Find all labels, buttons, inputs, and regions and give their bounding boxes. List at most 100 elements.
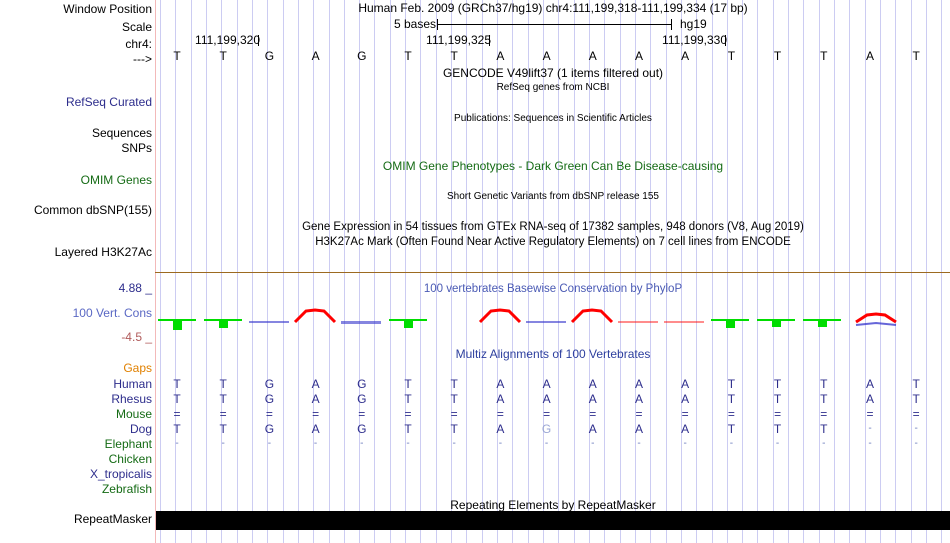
alignment-base-elephant: - xyxy=(406,438,410,449)
label-species-rhesus[interactable]: Rhesus xyxy=(111,392,152,406)
conservation-mark xyxy=(154,300,200,342)
label-common-dbsnp[interactable]: Common dbSNP(155) xyxy=(33,203,152,217)
gridline xyxy=(712,0,713,543)
gridline xyxy=(849,0,850,543)
alignment-base-rhesus: G xyxy=(357,392,367,406)
alignment-base-dog: G xyxy=(357,422,367,436)
label-chrom: chr4: xyxy=(125,37,152,51)
label-layered-h3k27ac[interactable]: Layered H3K27Ac xyxy=(54,245,152,259)
alignment-base-rhesus: T xyxy=(912,392,920,406)
gridline xyxy=(574,0,575,543)
alignment-base-rhesus: T xyxy=(404,392,412,406)
conservation-mark xyxy=(292,300,338,342)
conservation-flat-positive xyxy=(618,321,658,323)
alignment-base-elephant: - xyxy=(221,438,225,449)
gridline xyxy=(283,0,284,543)
label-refseq-curated[interactable]: RefSeq Curated xyxy=(65,95,152,109)
reference-base: T xyxy=(219,49,227,63)
track-title-gencode: GENCODE V49lift37 (1 items filtered out) xyxy=(442,66,664,80)
alignment-base-rhesus: A xyxy=(588,392,597,406)
alignment-base-elephant: - xyxy=(775,438,780,449)
scale-bar-cap-right xyxy=(671,19,672,30)
conservation-flat-neutral xyxy=(526,321,566,323)
alignment-base-elephant: - xyxy=(267,438,272,449)
label-species-human[interactable]: Human xyxy=(113,377,152,391)
label-repeatmasker[interactable]: RepeatMasker xyxy=(73,512,152,526)
label-species-mouse[interactable]: Mouse xyxy=(115,407,152,421)
alignment-base-dog: G xyxy=(264,422,275,436)
label-100-vert-cons[interactable]: 100 Vert. Cons xyxy=(72,306,152,320)
conservation-mark xyxy=(707,300,753,342)
alignment-row-elephant: ----------------- xyxy=(156,437,950,451)
gridline xyxy=(757,0,758,543)
alignment-base-mouse: = xyxy=(589,407,597,421)
alignment-base-mouse: = xyxy=(820,407,828,421)
label-species-chicken[interactable]: Chicken xyxy=(108,452,152,466)
alignment-base-human: A xyxy=(681,377,690,391)
conservation-peak-shape xyxy=(855,312,897,326)
alignment-base-rhesus: G xyxy=(264,392,275,406)
alignment-base-elephant: - xyxy=(868,438,872,449)
gridline xyxy=(696,0,697,543)
gridline xyxy=(788,0,789,543)
gridline xyxy=(558,0,559,543)
alignment-base-dog: T xyxy=(219,422,227,436)
label-sequences[interactable]: Sequences xyxy=(91,126,152,140)
conservation-peak-shape xyxy=(478,308,522,324)
reference-base: T xyxy=(450,49,458,63)
gridline xyxy=(773,0,774,543)
alignment-base-elephant: - xyxy=(914,438,918,449)
alignment-base-human: A xyxy=(865,377,874,391)
gridline xyxy=(926,0,927,543)
gridline xyxy=(313,0,314,543)
track-title-repeatmasker: Repeating Elements by RepeatMasker xyxy=(450,498,656,512)
gridline xyxy=(742,0,743,543)
reference-base: G xyxy=(357,49,367,63)
alignment-base-human: T xyxy=(912,377,920,391)
conservation-bar-negative xyxy=(173,319,182,330)
alignment-base-elephant: - xyxy=(729,438,734,449)
label-species-zebrafish[interactable]: Zebrafish xyxy=(101,482,152,496)
conservation-mark xyxy=(753,300,799,342)
ruler-tick xyxy=(725,35,726,46)
alignment-base-elephant: - xyxy=(544,438,549,449)
repeatmasker-feature-bar[interactable] xyxy=(156,511,950,530)
alignment-base-mouse: = xyxy=(635,407,643,421)
conservation-mark xyxy=(200,300,246,342)
coordinate-ruler: 111,199,320 111,199,325 111,199,330 xyxy=(156,34,950,50)
conservation-mark xyxy=(385,300,431,342)
gridline xyxy=(451,0,452,543)
track-data-area: Human Feb. 2009 (GRCh37/hg19) chr4:111,1… xyxy=(154,0,950,543)
reference-base: G xyxy=(264,49,275,63)
alignment-base-human: A xyxy=(496,377,505,391)
conservation-mark xyxy=(431,300,477,342)
gridline xyxy=(221,0,222,543)
label-omim-genes[interactable]: OMIM Genes xyxy=(80,173,152,187)
label-gaps[interactable]: Gaps xyxy=(123,361,152,375)
alignment-base-rhesus: A xyxy=(634,392,643,406)
reference-base: A xyxy=(311,49,320,63)
conservation-mark xyxy=(338,300,384,342)
alignment-base-rhesus: T xyxy=(173,392,181,406)
gridline xyxy=(666,0,667,543)
gridline xyxy=(344,0,345,543)
label-species-dog[interactable]: Dog xyxy=(129,422,152,436)
gridline xyxy=(420,0,421,543)
gridline xyxy=(589,0,590,543)
label-species-x-tropicalis[interactable]: X_tropicalis xyxy=(89,467,152,481)
label-strand: ---> xyxy=(133,52,152,66)
alignment-base-human: G xyxy=(264,377,275,391)
gridline xyxy=(911,0,912,543)
alignment-base-rhesus: T xyxy=(773,392,782,406)
label-species-elephant[interactable]: Elephant xyxy=(104,437,152,451)
alignment-base-dog: G xyxy=(541,422,552,436)
alignment-base-elephant: - xyxy=(637,438,641,449)
reference-base: T xyxy=(727,49,736,63)
label-snps[interactable]: SNPs xyxy=(121,141,152,155)
conservation-mark xyxy=(799,300,845,342)
ruler-coordinate-label: 111,199,320 xyxy=(195,33,260,47)
track-title-refseq: RefSeq genes from NCBI xyxy=(496,82,610,93)
alignment-base-rhesus: T xyxy=(820,392,828,406)
alignment-base-human: T xyxy=(727,377,736,391)
